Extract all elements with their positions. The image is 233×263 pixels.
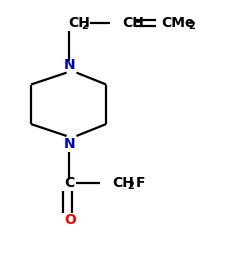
Text: O: O	[65, 213, 76, 227]
Text: N: N	[64, 137, 75, 151]
Text: N: N	[64, 58, 75, 72]
Text: CH: CH	[122, 16, 144, 30]
Text: CH: CH	[69, 16, 90, 30]
Text: 2: 2	[127, 181, 134, 191]
Text: F: F	[136, 176, 145, 190]
Text: 2: 2	[188, 21, 195, 31]
Text: C: C	[65, 176, 75, 190]
Text: CH: CH	[112, 176, 134, 190]
Text: 2: 2	[81, 21, 88, 31]
Text: CMe: CMe	[161, 16, 195, 30]
